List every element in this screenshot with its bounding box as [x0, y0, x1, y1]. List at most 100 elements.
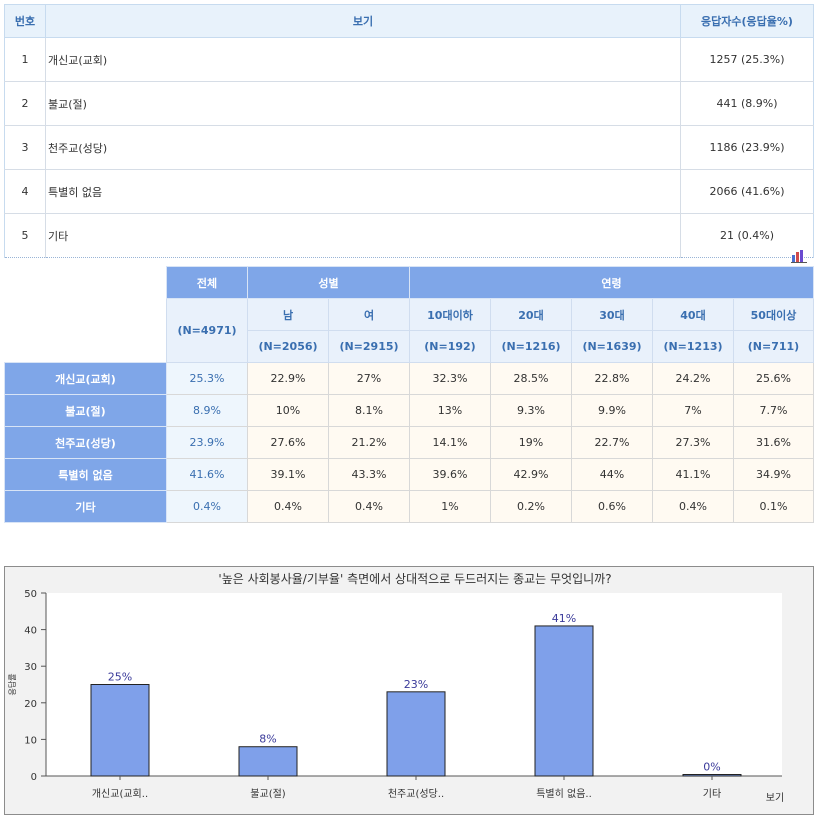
row-option: 불교(절)	[45, 81, 681, 126]
age-col-n: (N=1639)	[571, 330, 653, 363]
x-tick-label: 개신교(교회..	[92, 788, 148, 800]
header-num: 번호	[4, 4, 46, 38]
cross-cell: 14.1%	[409, 426, 491, 459]
cross-cell: 1%	[409, 490, 491, 523]
cross-cell: 8.1%	[328, 394, 410, 427]
table-row: 3 천주교(성당) 1186 (23.9%)	[4, 125, 814, 170]
gender-col-label: 여	[328, 298, 410, 331]
cross-cell: 13%	[409, 394, 491, 427]
row-number: 1	[4, 37, 46, 82]
row-response: 1257 (25.3%)	[680, 37, 814, 82]
row-number: 4	[4, 169, 46, 214]
cross-cell: 7.7%	[733, 394, 814, 427]
table-row: 2 불교(절) 441 (8.9%)	[4, 81, 814, 126]
cross-corner	[4, 266, 167, 363]
cross-cell: 0.4%	[652, 490, 734, 523]
y-tick-label: 40	[24, 626, 37, 637]
table-row: 1 개신교(교회) 1257 (25.3%)	[4, 37, 814, 82]
cross-cell: 25.6%	[733, 362, 814, 395]
cross-cell: 27.3%	[652, 426, 734, 459]
y-tick-label: 50	[24, 589, 37, 600]
cross-row: 불교(절) 8.9% 10% 8.1% 13% 9.3% 9.9% 7% 7.7%	[4, 394, 814, 427]
age-col-label: 10대이하	[409, 298, 491, 331]
bar	[682, 774, 742, 777]
bar	[534, 625, 594, 777]
table-row: 4 특별히 없음 2066 (41.6%)	[4, 169, 814, 214]
y-tick-label: 0	[31, 772, 37, 783]
bar-value-label: 25%	[108, 671, 132, 684]
cross-cell: 27.6%	[247, 426, 329, 459]
cross-cell: 42.9%	[490, 458, 572, 491]
total-n: (N=4971)	[166, 298, 248, 363]
cross-cell: 39.1%	[247, 458, 329, 491]
cross-cell: 0.4%	[328, 490, 410, 523]
cross-cell: 34.9%	[733, 458, 814, 491]
age-col-label: 50대이상	[733, 298, 814, 331]
summary-table: 번호 보기 응답자수(응답율%) 1 개신교(교회) 1257 (25.3%) 2 불교…	[4, 4, 814, 258]
age-col-n: (N=1216)	[490, 330, 572, 363]
cross-cell: 0.6%	[571, 490, 653, 523]
cross-row-label: 기타	[4, 490, 167, 523]
age-col-n: (N=1213)	[652, 330, 734, 363]
gender-col-n: (N=2915)	[328, 330, 410, 363]
cross-total-cell: 25.3%	[166, 362, 248, 395]
cross-cell: 9.3%	[490, 394, 572, 427]
row-response: 441 (8.9%)	[680, 81, 814, 126]
cross-cell: 44%	[571, 458, 653, 491]
cross-row-label: 특별히 없음	[4, 458, 167, 491]
cross-total-cell: 41.6%	[166, 458, 248, 491]
y-tick-label: 20	[24, 699, 37, 710]
cross-total-cell: 23.9%	[166, 426, 248, 459]
gender-header: 성별	[247, 266, 410, 299]
cross-cell: 22.7%	[571, 426, 653, 459]
y-tick-label: 10	[24, 735, 37, 746]
cross-row-label: 불교(절)	[4, 394, 167, 427]
cross-row-label: 천주교(성당)	[4, 426, 167, 459]
row-response: 1186 (23.9%)	[680, 125, 814, 170]
row-option: 개신교(교회)	[45, 37, 681, 82]
age-col-label: 40대	[652, 298, 734, 331]
cross-cell: 28.5%	[490, 362, 572, 395]
row-number: 5	[4, 213, 46, 258]
cross-cell: 41.1%	[652, 458, 734, 491]
x-tick-label: 기타	[703, 788, 721, 800]
cross-cell: 24.2%	[652, 362, 734, 395]
cross-cell: 10%	[247, 394, 329, 427]
bar-value-label: 8%	[259, 733, 276, 746]
cross-cell: 0.2%	[490, 490, 572, 523]
cross-cell: 39.6%	[409, 458, 491, 491]
cross-cell: 31.6%	[733, 426, 814, 459]
row-option: 기타	[45, 213, 681, 258]
cross-cell: 19%	[490, 426, 572, 459]
cross-cell: 21.2%	[328, 426, 410, 459]
bar	[386, 691, 446, 777]
cross-cell: 43.3%	[328, 458, 410, 491]
cross-row: 천주교(성당) 23.9% 27.6% 21.2% 14.1% 19% 22.7% 27.3%…	[4, 426, 814, 459]
cross-cell: 32.3%	[409, 362, 491, 395]
x-tick-label: 불교(절)	[250, 787, 286, 800]
cross-cell: 27%	[328, 362, 410, 395]
y-axis-label: 응답률	[7, 673, 17, 695]
cross-cell: 7%	[652, 394, 734, 427]
cross-row: 특별히 없음 41.6% 39.1% 43.3% 39.6% 42.9% 44% 41.1% 3…	[4, 458, 814, 491]
header-response: 응답자수(응답율%)	[680, 4, 814, 38]
bar-chart-icon[interactable]	[791, 249, 807, 263]
header-option: 보기	[45, 4, 681, 38]
bar-value-label: 41%	[552, 612, 576, 625]
row-number: 2	[4, 81, 46, 126]
y-tick-label: 30	[24, 662, 37, 673]
age-col-label: 20대	[490, 298, 572, 331]
age-col-label: 30대	[571, 298, 653, 331]
row-response: 21 (0.4%)	[680, 213, 814, 258]
cross-row: 개신교(교회) 25.3% 22.9% 27% 32.3% 28.5% 22.8% 24.2%…	[4, 362, 814, 395]
row-number: 3	[4, 125, 46, 170]
age-col-n: (N=192)	[409, 330, 491, 363]
cross-cell: 0.1%	[733, 490, 814, 523]
cross-total-cell: 8.9%	[166, 394, 248, 427]
age-col-n: (N=711)	[733, 330, 814, 363]
row-option: 특별히 없음	[45, 169, 681, 214]
chart-title: '높은 사회봉사율/기부율' 측면에서 상대적으로 두드러지는 종교는 무엇입니…	[218, 572, 611, 586]
cross-total-cell: 0.4%	[166, 490, 248, 523]
bar-value-label: 0%	[703, 761, 720, 774]
bar	[238, 746, 298, 777]
